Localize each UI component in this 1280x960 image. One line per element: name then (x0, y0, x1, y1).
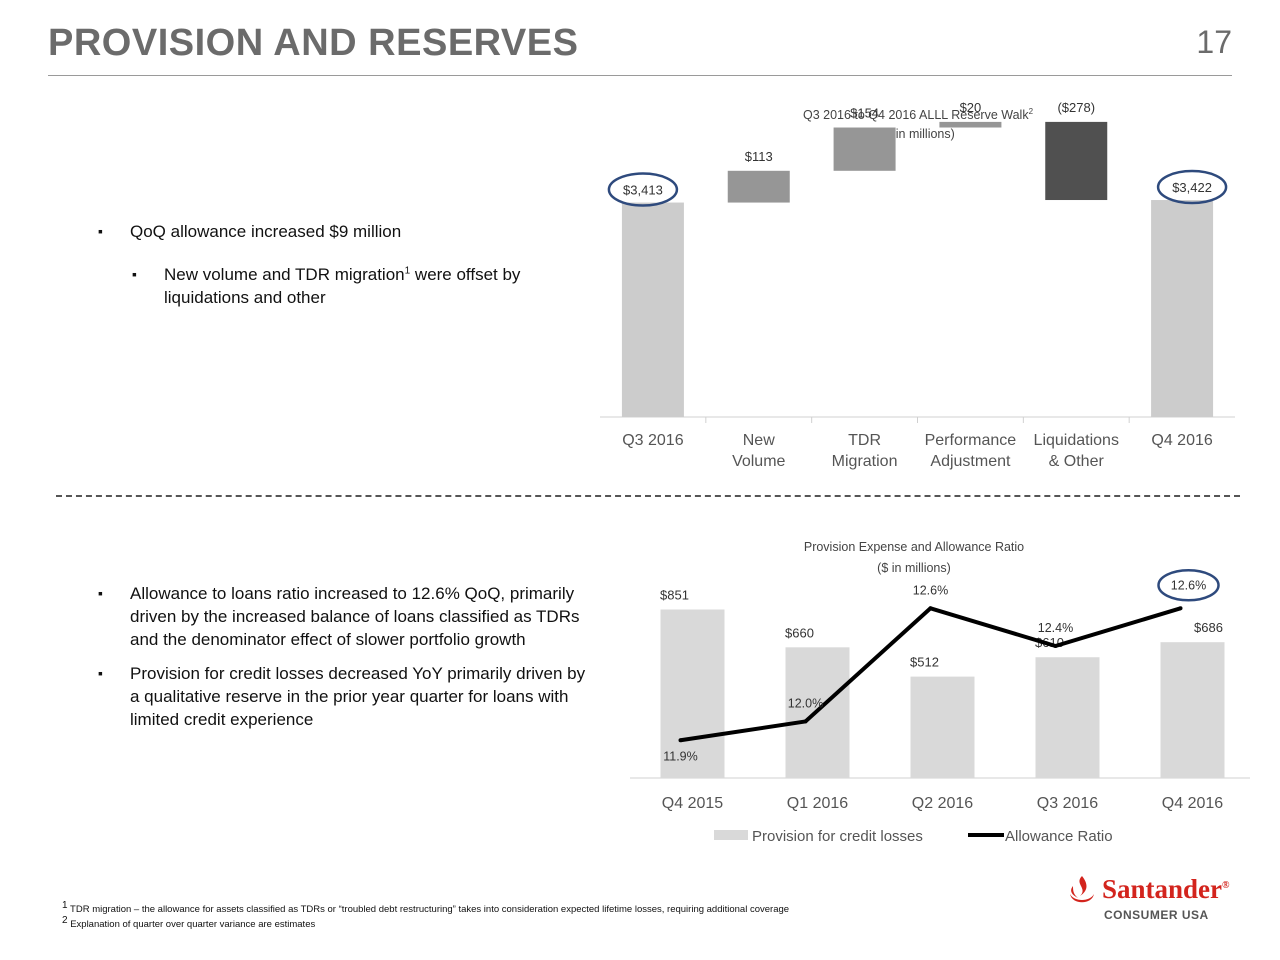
x-tick-label: Adjustment (930, 453, 1011, 470)
bullet-text: driven by the increased balance of loans… (130, 607, 580, 626)
x-tick-label: Q1 2016 (787, 795, 848, 812)
chart-title: Provision Expense and Allowance Ratio (804, 540, 1024, 554)
bullet-text: a qualitative reserve in the prior year … (130, 687, 569, 706)
top-bullets: QoQ allowance increased $9 million New v… (98, 220, 618, 309)
x-tick-label: Q4 2015 (662, 795, 723, 812)
ratio-point (928, 606, 933, 611)
highlight-ring (1156, 169, 1228, 205)
registered-mark: ® (1222, 880, 1230, 891)
footnote-number: 1 (62, 899, 68, 911)
bullet-item: QoQ allowance increased $9 million (98, 220, 618, 243)
logo-name-text: Santander (1102, 874, 1223, 904)
bullet-text: limited credit experience (130, 710, 314, 729)
x-tick-label: Q3 2016 (1037, 795, 1098, 812)
waterfall-bar (621, 202, 684, 417)
provision-ratio-chart: Provision Expense and Allowance Ratio ($ … (630, 540, 1250, 845)
bullet-text: were offset by (410, 265, 521, 284)
reserve-walk-chart: Q3 2016 to Q4 2016 ALLL Reserve Walk2 ($ … (600, 100, 1235, 470)
footnote-2: 2 Explanation of quarter over quarter va… (62, 915, 316, 930)
x-tick-label: Volume (732, 453, 785, 470)
data-label: $154 (850, 106, 879, 121)
highlight-ring (1157, 569, 1220, 602)
legend-swatch-bar (714, 830, 748, 840)
bullet-item: Allowance to loans ratio increased to 12… (98, 582, 618, 651)
santander-logo: Santander® CONSUMER USA (1062, 872, 1242, 932)
bullet-text: New volume and TDR migration (164, 265, 405, 284)
ratio-point (803, 719, 808, 724)
data-label: ($278) (1057, 100, 1095, 115)
data-label: $20 (960, 100, 982, 115)
bar-data-label: $512 (910, 655, 939, 670)
data-label: $113 (745, 149, 773, 164)
legend-label: Provision for credit losses (752, 828, 923, 845)
x-tick-label: & Other (1049, 453, 1105, 470)
ratio-point (1178, 606, 1183, 611)
footnote-number: 2 (62, 914, 68, 926)
page-title: PROVISION AND RESERVES (48, 22, 579, 64)
chart-subtitle: ($ in millions) (877, 561, 951, 575)
bar-data-label: $660 (785, 625, 814, 640)
legend-label: Allowance Ratio (1005, 828, 1113, 845)
x-tick-label: Q4 2016 (1151, 432, 1212, 449)
logo-subtitle: CONSUMER USA (1104, 908, 1209, 922)
bullet-text: liquidations and other (164, 288, 326, 307)
data-label: $3,422 (1172, 180, 1212, 195)
footnote-text: TDR migration – the allowance for assets… (70, 904, 790, 915)
bar-data-label: $851 (660, 588, 689, 603)
flame-icon (1070, 876, 1094, 903)
waterfall-bar (727, 170, 790, 203)
highlight-ring (607, 172, 679, 207)
provision-bar (910, 676, 975, 778)
provision-bar (660, 609, 725, 778)
data-label: $3,413 (623, 183, 663, 198)
x-tick-label: New (743, 432, 775, 449)
chart-subtitle: ($ in millions) (881, 127, 955, 141)
bar-data-label: $686 (1194, 620, 1223, 635)
waterfall-bar (939, 121, 1002, 128)
ratio-data-label: 12.6% (1171, 578, 1206, 592)
bottom-bullets: Allowance to loans ratio increased to 12… (98, 582, 618, 731)
x-tick-label: Performance (925, 432, 1017, 449)
section-divider (56, 495, 1240, 497)
page-number: 17 (1196, 24, 1232, 60)
footnote-text: Explanation of quarter over quarter vari… (70, 919, 316, 930)
provision-bar (1160, 642, 1225, 778)
bullet-text: and the denominator effect of slower por… (130, 630, 526, 649)
x-tick-label: Migration (832, 453, 898, 470)
waterfall-bar (1151, 200, 1214, 417)
x-tick-label: Q4 2016 (1162, 795, 1223, 812)
provision-bar (1035, 657, 1100, 778)
x-tick-label: Q3 2016 (622, 432, 683, 449)
footnote-1: 1 TDR migration – the allowance for asse… (62, 900, 790, 915)
title-rule (48, 75, 1232, 76)
x-tick-label: Liquidations (1034, 432, 1119, 449)
bullet-item: Provision for credit losses decreased Yo… (98, 662, 618, 731)
ratio-data-label: 12.4% (1038, 621, 1073, 635)
bullet-text: Allowance to loans ratio increased to 12… (130, 584, 575, 603)
x-tick-label: Q2 2016 (912, 795, 973, 812)
logo-wordmark: Santander® (1102, 874, 1230, 905)
ratio-data-label: 12.0% (788, 696, 823, 710)
bullet-text: QoQ allowance increased $9 million (130, 222, 402, 241)
bullet-sub-item: New volume and TDR migration1 were offse… (132, 263, 618, 309)
ratio-point (1053, 644, 1058, 648)
x-tick-label: TDR (848, 432, 881, 449)
ratio-data-label: 11.9% (663, 749, 698, 763)
ratio-point (678, 738, 683, 743)
waterfall-bar (1045, 121, 1108, 201)
bullet-text: Provision for credit losses decreased Yo… (130, 664, 586, 683)
chart-title: Q3 2016 to Q4 2016 ALLL Reserve Walk2 (803, 107, 1034, 122)
ratio-data-label: 12.6% (913, 583, 948, 597)
waterfall-bar (833, 127, 896, 171)
footnote-ref: 1 (404, 265, 411, 277)
